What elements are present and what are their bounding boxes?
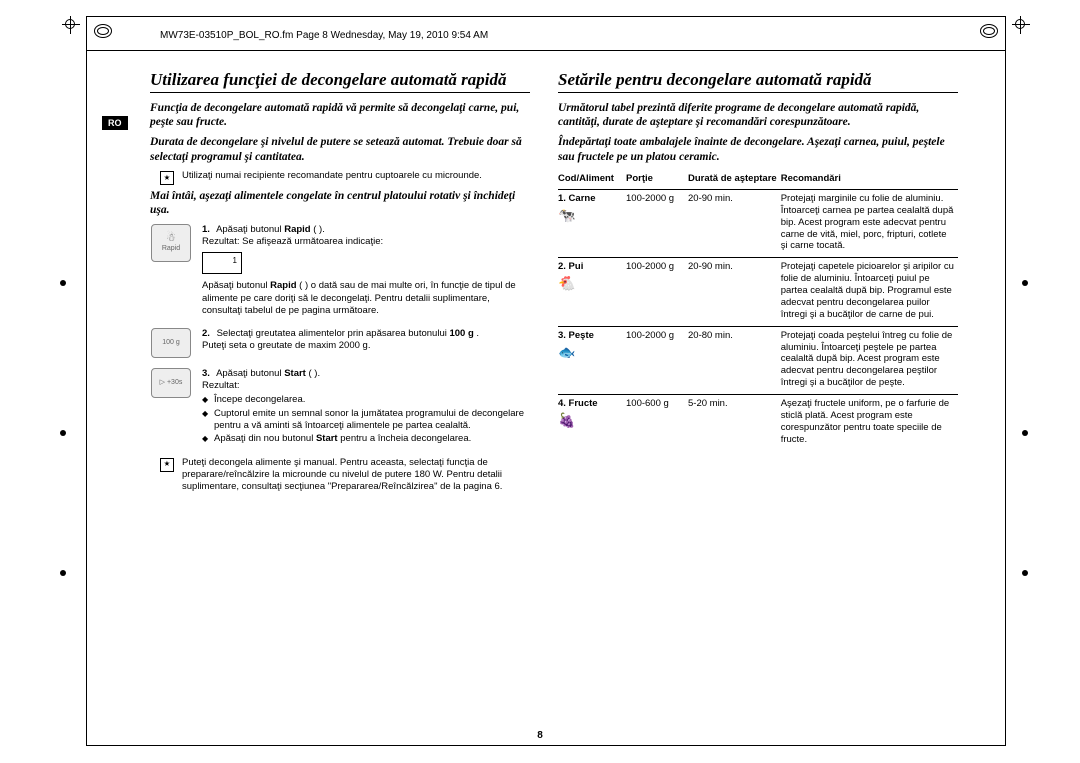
t: 100 g xyxy=(449,328,473,339)
t: pentru a încheia decongelarea. xyxy=(338,433,472,444)
cell-wait: 5-20 min. xyxy=(688,395,781,451)
cell-rec: Aşezaţi fructele uniform, pe o farfurie … xyxy=(781,395,958,451)
crop-ornament-tl xyxy=(94,24,112,38)
info-icon: ⋆ xyxy=(160,458,174,472)
note-top-row: ⋆ Utilizaţi numai recipiente recomandate… xyxy=(160,170,530,185)
info-icon: ⋆ xyxy=(160,171,174,185)
t: Rezultat: xyxy=(202,380,240,391)
note-top-text: Utilizaţi numai recipiente recomandate p… xyxy=(182,170,482,185)
cell-rec: Protejaţi capetele picioarelor şi aripil… xyxy=(781,258,958,326)
step-3: ▷ +30s 3. Apăsaţi butonul Start ( ). Rez… xyxy=(150,368,530,447)
left-p2: Durata de decongelare şi nivelul de pute… xyxy=(150,135,530,164)
bullet: Începe decongelarea. xyxy=(214,394,530,406)
t: Apăsaţi din nou butonul xyxy=(214,433,316,444)
cell-rec: Protejaţi marginile cu folie de aluminiu… xyxy=(781,189,958,257)
side-dot-right-1 xyxy=(1022,280,1028,286)
side-dot-left-2 xyxy=(60,430,66,436)
cell-code: 4. Fructe🍇 xyxy=(558,395,626,451)
left-p3: Mai întâi, aşezaţi alimentele congelate … xyxy=(150,189,530,218)
bullet: Apăsaţi din nou butonul Start pentru a î… xyxy=(214,433,530,445)
start-button-icon: ▷ +30s xyxy=(151,368,191,398)
table-row: 3. Peşte🐟100-2000 g20-80 min.Protejaţi c… xyxy=(558,326,958,394)
cell-code: 1. Carne🐄 xyxy=(558,189,626,257)
step-3-bullets: Începe decongelarea. Cuptorul emite un s… xyxy=(202,394,530,445)
cell-code: 2. Pui🐔 xyxy=(558,258,626,326)
t: Rezultat: Se afişează următoarea indicaţ… xyxy=(202,236,383,247)
header-meta: MW73E-03510P_BOL_RO.fm Page 8 Wednesday,… xyxy=(160,30,488,41)
bullet: Cuptorul emite un semnal sonor la jumăta… xyxy=(214,408,530,433)
cell-code: 3. Peşte🐟 xyxy=(558,326,626,394)
right-p1: Următorul tabel prezintă diferite progra… xyxy=(558,101,958,130)
weight-button-label: 100 g xyxy=(162,338,180,347)
t: Start xyxy=(284,368,306,379)
t: ( ). xyxy=(313,224,325,235)
side-dot-left-1 xyxy=(60,280,66,286)
t: ( ). xyxy=(309,368,321,379)
right-column: Setările pentru decongelare automată rap… xyxy=(558,70,958,498)
t: Apăsaţi butonul xyxy=(216,368,284,379)
right-title: Setările pentru decongelare automată rap… xyxy=(558,70,958,93)
left-title: Utilizarea funcţiei de decongelare autom… xyxy=(150,70,530,93)
t: Start xyxy=(316,433,338,444)
step-2: 100 g 2. Selectaţi greutatea alimentelor… xyxy=(150,328,530,358)
step-3-text: 3. Apăsaţi butonul Start ( ). Rezultat: … xyxy=(202,368,530,447)
step-1-text: 1. Apăsaţi butonul Rapid ( ). Rezultat: … xyxy=(202,224,530,318)
th-portion: Porţie xyxy=(626,170,688,189)
th-code: Cod/Aliment xyxy=(558,170,626,189)
step-1: ☃ Rapid 1. Apăsaţi butonul Rapid ( ). Re… xyxy=(150,224,530,318)
cell-portion: 100-2000 g xyxy=(626,326,688,394)
table-header-row: Cod/Aliment Porţie Durată de aşteptare R… xyxy=(558,170,958,189)
step-2-text: 2. Selectaţi greutatea alimentelor prin … xyxy=(202,328,530,358)
t: . xyxy=(476,328,479,339)
left-column: Utilizarea funcţiei de decongelare autom… xyxy=(150,70,530,498)
crop-mark-tl xyxy=(65,19,75,29)
t: Rapid xyxy=(270,280,296,291)
rapid-button-icon: ☃ Rapid xyxy=(151,224,191,262)
cell-wait: 20-90 min. xyxy=(688,189,781,257)
rapid-button-label: Rapid xyxy=(162,244,180,253)
t: Puteţi seta o greutate de maxim 2000 g. xyxy=(202,340,370,351)
lang-badge: RO xyxy=(102,116,128,130)
t: Rapid xyxy=(284,224,310,235)
content-area: Utilizarea funcţiei de decongelare autom… xyxy=(150,70,990,498)
side-dot-right-3 xyxy=(1022,570,1028,576)
header-rule xyxy=(86,50,1006,51)
th-rec: Recomandări xyxy=(781,170,958,189)
cell-wait: 20-90 min. xyxy=(688,258,781,326)
table-row: 4. Fructe🍇100-600 g5-20 min.Aşezaţi fruc… xyxy=(558,395,958,451)
cell-portion: 100-2000 g xyxy=(626,189,688,257)
cell-rec: Protejaţi coada peştelui întreg cu folie… xyxy=(781,326,958,394)
crop-mark-tr xyxy=(1015,19,1025,29)
side-dot-left-3 xyxy=(60,570,66,576)
start-button-label: ▷ +30s xyxy=(160,378,183,387)
cell-portion: 100-2000 g xyxy=(626,258,688,326)
table-row: 1. Carne🐄100-2000 g20-90 min.Protejaţi m… xyxy=(558,189,958,257)
page-number: 8 xyxy=(537,730,543,741)
note-bottom-text: Puteţi decongela alimente şi manual. Pen… xyxy=(182,457,530,494)
defrost-table: Cod/Aliment Porţie Durată de aşteptare R… xyxy=(558,170,958,451)
cell-wait: 20-80 min. xyxy=(688,326,781,394)
side-dot-right-2 xyxy=(1022,430,1028,436)
t: Selectaţi greutatea alimentelor prin apă… xyxy=(217,328,450,339)
crop-ornament-tr xyxy=(980,24,998,38)
note-bottom-row: ⋆ Puteţi decongela alimente şi manual. P… xyxy=(160,457,530,494)
t: Apăsaţi butonul xyxy=(202,280,270,291)
weight-button-icon: 100 g xyxy=(151,328,191,358)
steps-list: ☃ Rapid 1. Apăsaţi butonul Rapid ( ). Re… xyxy=(150,224,530,447)
table-row: 2. Pui🐔100-2000 g20-90 min.Protejaţi cap… xyxy=(558,258,958,326)
cell-portion: 100-600 g xyxy=(626,395,688,451)
left-p1: Funcţia de decongelare automată rapidă v… xyxy=(150,101,530,130)
th-wait: Durată de aşteptare xyxy=(688,170,781,189)
right-p2: Îndepărtaţi toate ambalajele înainte de … xyxy=(558,135,958,164)
display-indicator xyxy=(202,252,242,274)
t: Apăsaţi butonul xyxy=(216,224,284,235)
